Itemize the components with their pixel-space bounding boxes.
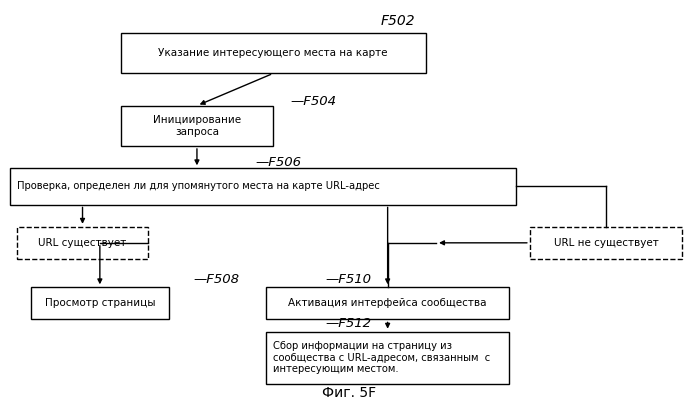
Bar (10, 168, 516, 204)
Bar (31, 287, 169, 319)
Text: Просмотр страницы: Просмотр страницы (45, 298, 155, 308)
Text: Указание интересующего места на карте: Указание интересующего места на карте (159, 48, 388, 58)
Text: —F512: —F512 (325, 317, 371, 330)
Bar (266, 287, 509, 319)
Text: —F508: —F508 (194, 273, 240, 285)
Text: F502: F502 (381, 14, 415, 28)
Text: Сбор информации на страницу из
сообщества с URL-адресом, связанным  с
интересующ: Сбор информации на страницу из сообществ… (273, 341, 491, 374)
Text: —F510: —F510 (325, 273, 371, 285)
Bar (530, 227, 682, 259)
Text: Фиг. 5F: Фиг. 5F (322, 386, 377, 400)
Text: —F506: —F506 (256, 156, 302, 169)
Text: URL существует: URL существует (38, 238, 127, 248)
Bar (121, 33, 426, 73)
Bar (121, 106, 273, 146)
Text: Инициирование
запроса: Инициирование запроса (153, 115, 241, 137)
Text: Проверка, определен ли для упомянутого места на карте URL-адрес: Проверка, определен ли для упомянутого м… (17, 181, 380, 191)
Text: Активация интерфейса сообщества: Активация интерфейса сообщества (289, 298, 487, 308)
Bar (266, 332, 509, 384)
Text: URL не существует: URL не существует (554, 238, 658, 248)
Bar (17, 227, 148, 259)
Text: —F504: —F504 (291, 95, 336, 108)
